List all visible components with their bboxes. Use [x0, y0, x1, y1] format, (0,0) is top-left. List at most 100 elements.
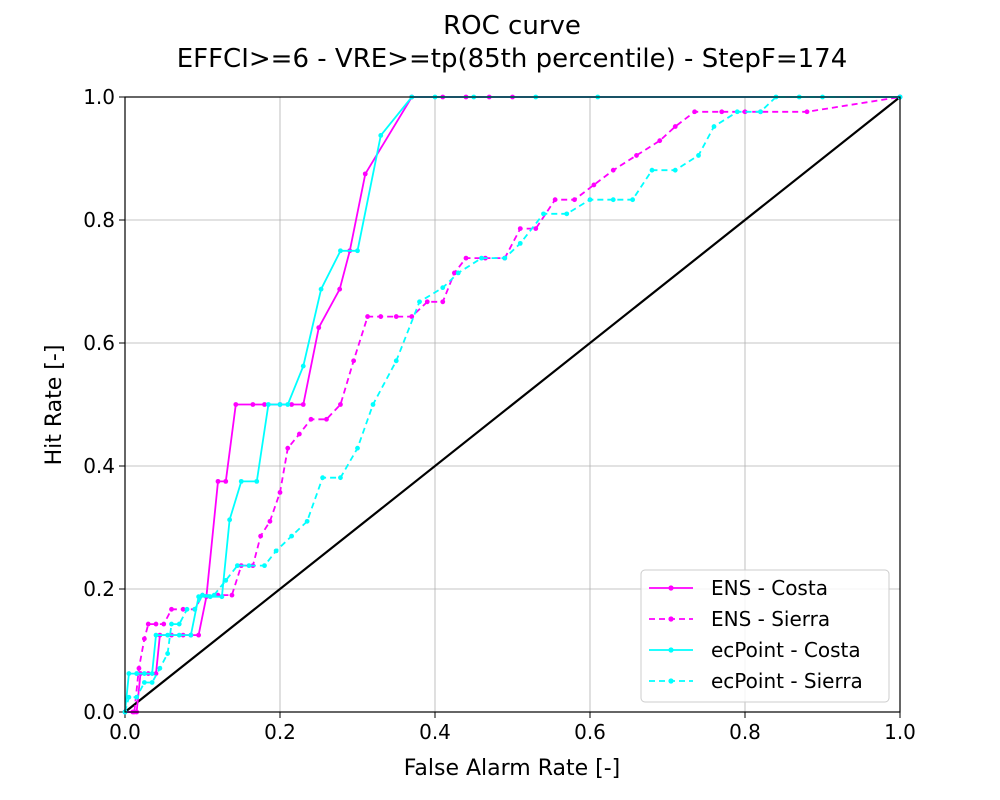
- legend-label: ENS - Sierra: [711, 607, 830, 631]
- data-point: [246, 563, 252, 569]
- data-point: [610, 197, 616, 203]
- data-point: [200, 592, 205, 598]
- data-point: [149, 680, 155, 685]
- legend-item: ENS - Costa: [649, 576, 828, 600]
- legend-label: ENS - Costa: [711, 576, 828, 600]
- data-point: [672, 167, 678, 173]
- data-point: [273, 548, 279, 554]
- data-point: [289, 402, 295, 407]
- data-point: [134, 671, 140, 676]
- data-point: [696, 153, 701, 158]
- series-line: [124, 96, 900, 713]
- data-point: [440, 285, 446, 291]
- data-point: [265, 402, 271, 407]
- data-point: [277, 402, 283, 407]
- data-point: [734, 109, 740, 115]
- data-point: [564, 211, 570, 217]
- data-point: [176, 632, 182, 638]
- data-point: [285, 445, 291, 451]
- data-point: [393, 314, 399, 319]
- legend-label: ecPoint - Costa: [711, 638, 861, 662]
- data-point: [169, 606, 174, 612]
- data-point: [134, 694, 140, 700]
- y-tick-label: 0.4: [83, 454, 115, 478]
- data-point: [649, 167, 655, 173]
- data-point: [316, 325, 322, 331]
- data-point: [136, 665, 142, 671]
- legend-swatch-marker: [668, 678, 674, 684]
- data-point: [300, 402, 306, 407]
- data-point: [409, 314, 415, 319]
- data-point: [451, 270, 457, 276]
- data-point: [393, 358, 399, 364]
- data-point: [455, 270, 461, 276]
- data-point: [758, 109, 763, 115]
- legend: ENS - Costa ENS - Sierra ecPoint - Costa ec…: [640, 569, 890, 703]
- data-point: [161, 621, 167, 627]
- data-point: [262, 402, 267, 407]
- data-point: [215, 478, 221, 484]
- data-point: [227, 517, 233, 523]
- data-point: [587, 197, 593, 203]
- data-point: [250, 402, 256, 407]
- data-point: [258, 533, 264, 539]
- data-point: [184, 606, 190, 612]
- series-3: [122, 94, 903, 715]
- legend-swatch-marker: [668, 647, 674, 653]
- data-point: [320, 475, 326, 481]
- legend-item: ecPoint - Costa: [649, 638, 861, 662]
- data-point: [362, 171, 368, 177]
- data-point: [591, 182, 597, 188]
- data-point: [254, 478, 260, 484]
- data-point: [719, 109, 725, 115]
- data-point: [157, 665, 163, 671]
- legend-item: ENS - Sierra: [649, 607, 830, 631]
- data-point: [370, 402, 376, 407]
- x-tick-label: 0.6: [574, 720, 606, 744]
- x-axis-label: False Alarm Rate [-]: [404, 756, 621, 781]
- data-point: [692, 109, 698, 115]
- x-tick-label: 0.4: [419, 720, 451, 744]
- y-tick-label: 0.8: [83, 208, 115, 232]
- data-point: [153, 621, 159, 627]
- data-point: [233, 402, 239, 407]
- y-tick-label: 0.2: [83, 577, 115, 601]
- data-point: [219, 594, 225, 600]
- data-point: [318, 286, 324, 292]
- x-tick-label: 0.2: [264, 720, 296, 744]
- data-point: [308, 416, 314, 422]
- data-point: [424, 299, 430, 305]
- y-tick-label: 0.6: [83, 331, 115, 355]
- data-point: [657, 138, 663, 144]
- reference-line: [124, 96, 901, 713]
- data-point: [634, 153, 639, 158]
- data-point: [572, 197, 577, 203]
- legend-item: ecPoint - Sierra: [649, 669, 863, 693]
- chart-title: ROC curve: [443, 11, 581, 41]
- x-tick-label: 0.8: [729, 720, 761, 744]
- data-point: [338, 402, 343, 407]
- data-point: [267, 518, 273, 524]
- data-point: [229, 592, 235, 598]
- data-point: [672, 124, 678, 129]
- data-point: [338, 248, 343, 254]
- data-point: [324, 416, 329, 422]
- data-point: [141, 636, 147, 642]
- y-axis-ticks: 0.0 0.2 0.4 0.6 0.8 1.0: [83, 85, 125, 724]
- data-point: [378, 314, 384, 319]
- data-point: [711, 124, 717, 129]
- data-point: [223, 478, 229, 484]
- y-tick-label: 0.0: [83, 700, 115, 724]
- data-point: [234, 563, 240, 569]
- data-point: [165, 632, 171, 638]
- data-point: [126, 694, 132, 700]
- legend-box: [640, 569, 890, 703]
- data-point: [440, 299, 446, 305]
- data-point: [630, 197, 636, 203]
- data-point: [365, 314, 370, 319]
- data-point: [517, 240, 523, 246]
- data-point: [300, 363, 306, 369]
- data-point: [552, 197, 558, 203]
- chart-subtitle: EFFCI>=6 - VRE>=tp(85th percentile) - St…: [177, 44, 848, 74]
